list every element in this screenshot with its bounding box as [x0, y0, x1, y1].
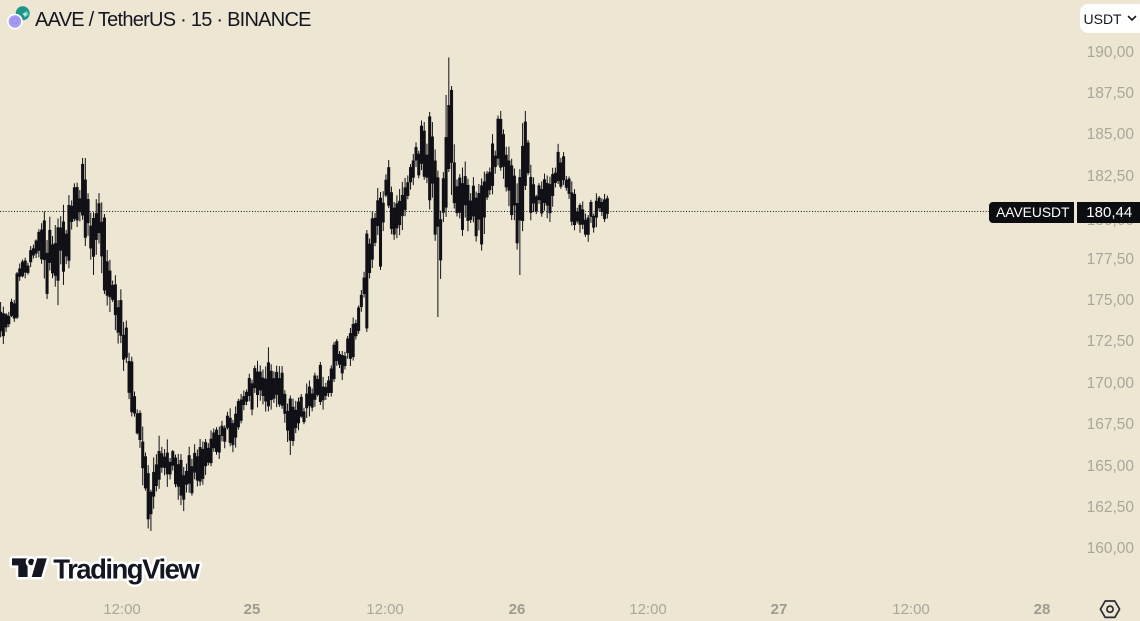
svg-text:TradingView: TradingView — [53, 554, 200, 585]
